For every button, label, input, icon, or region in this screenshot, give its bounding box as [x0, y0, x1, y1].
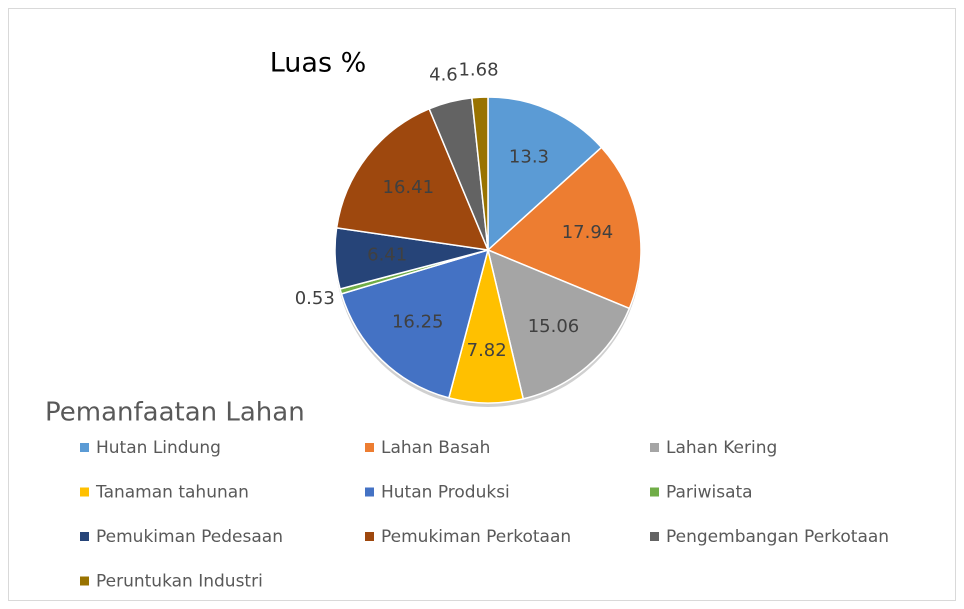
legend-label: Pemukiman Pedesaan [96, 527, 283, 547]
data-label: 13.3 [509, 147, 549, 168]
chart-title: Luas % [270, 48, 367, 79]
legend-label: Tanaman tahunan [95, 483, 249, 503]
legend-title: Pemanfaatan Lahan [45, 398, 305, 428]
pie-slice [486, 248, 631, 400]
data-label: 0.53 [295, 288, 335, 309]
pie-slice [487, 96, 603, 252]
data-label: 16.41 [383, 177, 435, 198]
data-label: 4.6 [429, 65, 458, 86]
data-label: 6.41 [367, 245, 407, 266]
legend-swatch [650, 443, 659, 452]
legend-label: Pariwisata [666, 483, 753, 503]
pie-slice [335, 107, 490, 251]
legend-swatch [80, 532, 89, 541]
data-label: 16.25 [392, 312, 444, 333]
legend-label: Lahan Basah [381, 438, 490, 458]
data-label: 17.94 [562, 222, 614, 243]
legend-swatch [80, 576, 89, 586]
pie-slice [471, 96, 489, 251]
pie-slice [340, 248, 490, 399]
data-label: 1.68 [458, 59, 498, 80]
data-label: 15.06 [528, 316, 580, 337]
legend-label: Pemukiman Perkotaan [381, 527, 571, 547]
legend-label: Hutan Lindung [96, 438, 221, 458]
legend-label: Lahan Kering [666, 438, 777, 458]
legend-swatch [650, 532, 659, 541]
legend-label: Hutan Produksi [381, 483, 510, 503]
legend-swatch [365, 487, 374, 497]
legend-label: Pengembangan Perkotaan [666, 527, 889, 547]
data-label: 7.82 [467, 340, 507, 361]
legend-swatch [365, 532, 374, 541]
legend-swatch [365, 443, 374, 452]
legend-swatch [650, 487, 659, 497]
legend-swatch [80, 443, 89, 452]
legend-label: Peruntukan Industri [96, 572, 263, 592]
legend-swatch [80, 487, 89, 497]
pie-slice [486, 146, 642, 310]
